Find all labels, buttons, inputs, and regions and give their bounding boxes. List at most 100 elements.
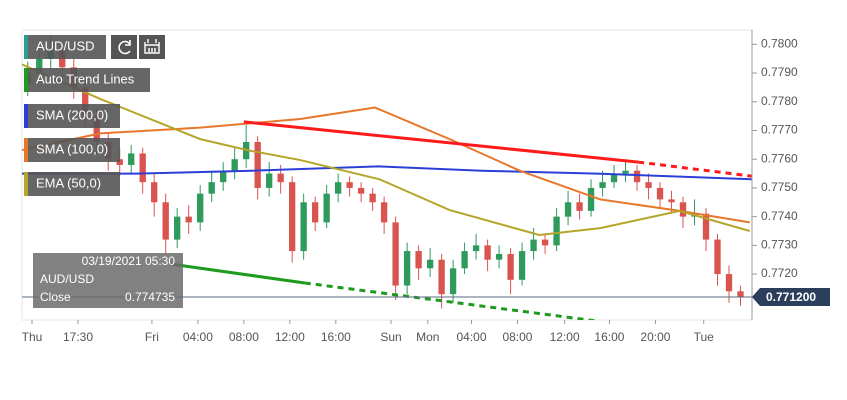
candle-body bbox=[530, 239, 537, 252]
candle-body bbox=[461, 251, 468, 269]
legend-entry-label: SMA (200,0) bbox=[36, 107, 108, 122]
indicator-line bbox=[22, 63, 750, 237]
candle-body bbox=[311, 202, 319, 223]
x-tick-label: 04:00 bbox=[183, 330, 213, 344]
candle-body bbox=[403, 251, 411, 286]
y-tick-label: 0.7720 bbox=[761, 266, 798, 280]
trend-line bbox=[243, 120, 639, 164]
last-price-label: 0.771200 bbox=[766, 290, 816, 304]
candle-body bbox=[128, 153, 135, 165]
refresh-button[interactable] bbox=[111, 35, 137, 59]
candle-body bbox=[449, 268, 457, 295]
trend-line bbox=[170, 262, 306, 285]
candle-body bbox=[495, 253, 503, 260]
candle-body bbox=[415, 251, 422, 269]
candle-body bbox=[139, 153, 146, 183]
indicator-line bbox=[22, 165, 752, 181]
candle-body bbox=[622, 170, 629, 174]
candle-body bbox=[300, 202, 307, 252]
x-tick-label: 04:00 bbox=[456, 330, 486, 344]
last-price-tag bbox=[752, 288, 830, 307]
y-tick-label: 0.7800 bbox=[761, 37, 798, 51]
y-tick-label: 0.7760 bbox=[761, 151, 798, 165]
x-tick-label: Thu bbox=[22, 330, 43, 344]
x-tick-label: Tue bbox=[694, 330, 715, 344]
candle-body bbox=[599, 182, 606, 188]
legend-entry-label: SMA (100,0) bbox=[36, 141, 108, 156]
legend-entry-box bbox=[24, 104, 120, 128]
y-tick-label: 0.7750 bbox=[761, 180, 798, 194]
candle-body bbox=[587, 187, 595, 211]
info-symbol: AUD/USD bbox=[40, 272, 94, 286]
candle-body bbox=[288, 182, 296, 252]
candle-body bbox=[484, 245, 491, 260]
candle-body bbox=[472, 245, 480, 252]
candle-body bbox=[438, 259, 445, 295]
candle-body bbox=[323, 193, 330, 223]
symbol-swatch bbox=[24, 35, 28, 59]
y-tick-label: 0.7770 bbox=[761, 123, 798, 137]
refresh-icon bbox=[118, 40, 131, 55]
candle-body bbox=[220, 170, 227, 183]
candle-body bbox=[392, 222, 399, 286]
candle-body bbox=[197, 193, 204, 223]
candle-body bbox=[576, 202, 583, 211]
calendar-icon bbox=[144, 39, 160, 54]
x-tick-label: 12:00 bbox=[275, 330, 305, 344]
info-value: 0.774735 bbox=[125, 290, 175, 304]
candle-body bbox=[541, 239, 549, 246]
candle-body bbox=[174, 216, 181, 240]
candle-body bbox=[737, 291, 744, 298]
candle-body bbox=[185, 216, 192, 223]
candle-body bbox=[564, 202, 572, 217]
x-tick-label: Mon bbox=[416, 330, 439, 344]
x-tick-label: Sun bbox=[380, 330, 401, 344]
x-tick-label: 20:00 bbox=[640, 330, 670, 344]
x-tick-label: 16:00 bbox=[594, 330, 624, 344]
candle-body bbox=[36, 58, 43, 74]
indicator-line bbox=[22, 106, 750, 224]
legend-entry-swatch bbox=[24, 138, 28, 162]
y-tick-label: 0.7740 bbox=[761, 209, 798, 223]
trend-label: Auto Trend Lines bbox=[36, 71, 135, 86]
candle-body bbox=[645, 182, 652, 188]
x-tick-label: 16:00 bbox=[321, 330, 351, 344]
info-box bbox=[33, 253, 183, 308]
candle-body bbox=[702, 213, 710, 240]
candle-body bbox=[679, 202, 687, 217]
legend-entry-box bbox=[24, 172, 120, 196]
info-field: Close bbox=[40, 290, 71, 304]
candle-body bbox=[380, 202, 388, 223]
candle-body bbox=[254, 141, 261, 188]
x-tick-label: 08:00 bbox=[502, 330, 532, 344]
symbol-label: AUD/USD bbox=[36, 38, 95, 53]
candle-body bbox=[725, 274, 733, 292]
calendar-button[interactable] bbox=[139, 35, 165, 59]
candle-body bbox=[231, 159, 238, 171]
candle-body bbox=[357, 187, 365, 194]
legend-entry-label: EMA (50,0) bbox=[36, 175, 101, 190]
candle-body bbox=[93, 116, 100, 142]
candle-body bbox=[656, 187, 664, 200]
candle-body bbox=[369, 193, 376, 203]
trend-swatch bbox=[24, 68, 28, 92]
y-tick-label: 0.7790 bbox=[761, 65, 798, 79]
candle-body bbox=[151, 182, 158, 203]
candle-body bbox=[346, 182, 353, 188]
x-tick-label: 12:00 bbox=[550, 330, 580, 344]
candle-body bbox=[82, 87, 89, 117]
candle-body bbox=[426, 259, 434, 269]
candle-body bbox=[518, 251, 526, 280]
trend-line bbox=[638, 160, 752, 178]
candle-body bbox=[116, 159, 123, 165]
candle-body bbox=[507, 253, 514, 280]
trend-line bbox=[304, 281, 601, 320]
candle-body bbox=[162, 202, 169, 240]
legend-entry-swatch bbox=[24, 172, 28, 196]
info-date: 03/19/2021 05:30 bbox=[82, 254, 176, 268]
candle-body bbox=[633, 170, 641, 183]
legend-entry-box bbox=[24, 138, 120, 162]
symbol-box bbox=[24, 35, 106, 59]
candle-body bbox=[553, 216, 560, 246]
